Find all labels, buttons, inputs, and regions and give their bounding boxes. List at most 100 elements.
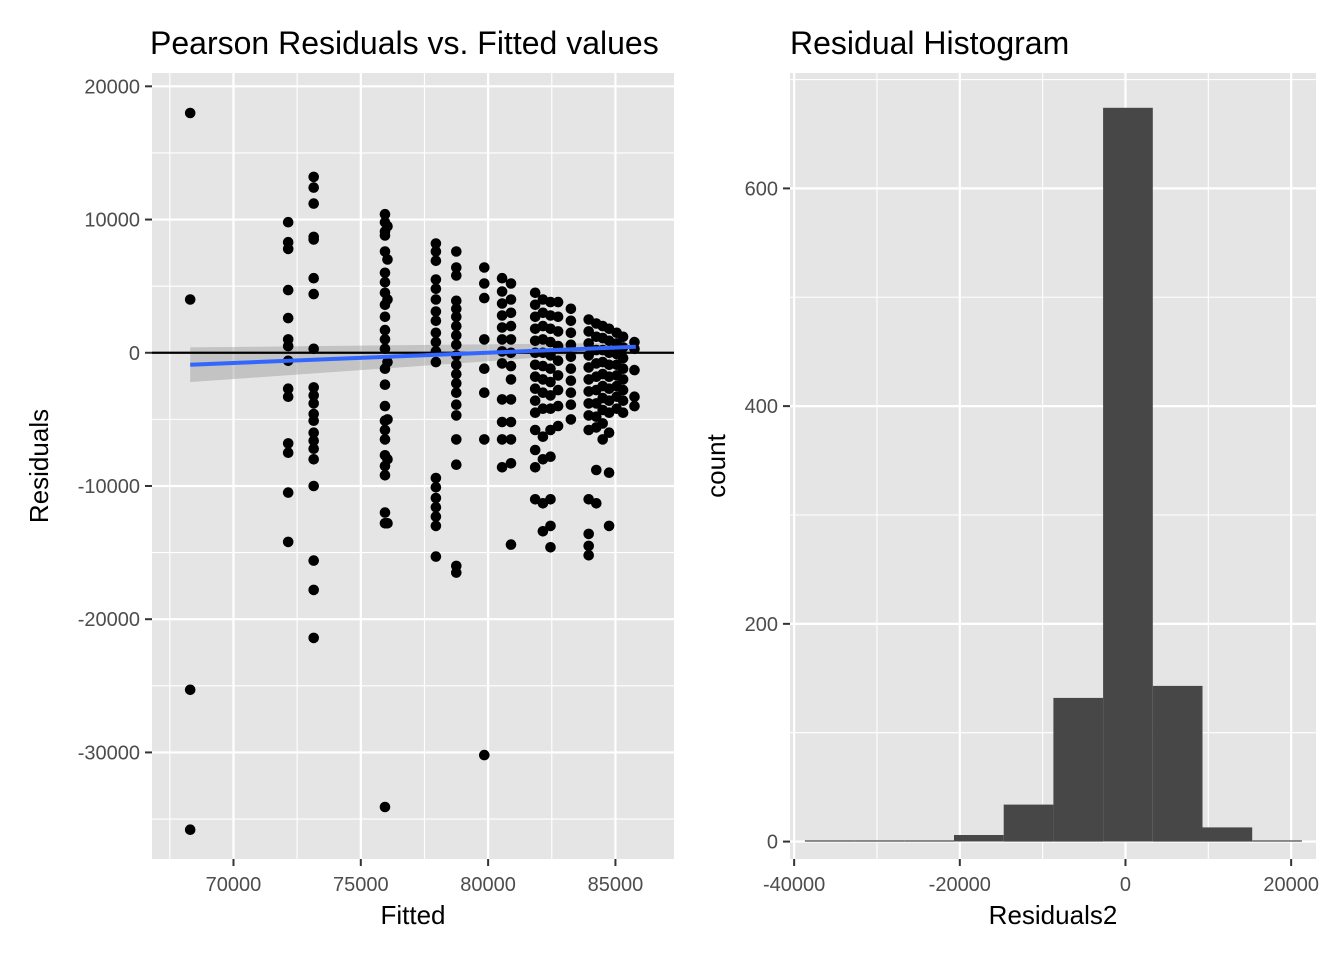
residual-point bbox=[282, 312, 294, 324]
residual-point bbox=[617, 374, 629, 385]
residual-point bbox=[496, 298, 508, 309]
residual-point bbox=[496, 272, 508, 284]
residual-point bbox=[451, 459, 462, 471]
x-tick-label: 75000 bbox=[333, 874, 389, 896]
residual-point bbox=[617, 363, 629, 375]
residual-point bbox=[565, 315, 577, 327]
residual-point bbox=[308, 171, 320, 183]
residual-point bbox=[565, 414, 577, 425]
residual-point bbox=[565, 327, 577, 339]
scatter-y-axis-title: Residuals bbox=[24, 409, 54, 523]
y-tick-label: 20000 bbox=[84, 76, 140, 98]
residual-point bbox=[451, 567, 462, 578]
histogram-bar bbox=[854, 840, 905, 842]
residual-point bbox=[479, 749, 490, 761]
residual-point bbox=[308, 234, 320, 245]
residual-point bbox=[451, 262, 462, 273]
residual-point bbox=[583, 540, 594, 552]
residual-point bbox=[505, 374, 517, 385]
residual-point bbox=[583, 550, 594, 561]
residual-point bbox=[308, 555, 320, 566]
residual-point bbox=[617, 395, 629, 407]
histogram-bar bbox=[1003, 804, 1054, 842]
residual-point bbox=[617, 331, 629, 343]
residual-point bbox=[379, 434, 391, 445]
histogram-x-axis-title: Residuals2 bbox=[989, 900, 1118, 930]
residual-point bbox=[496, 322, 508, 333]
x-tick-label: 0 bbox=[1120, 874, 1131, 896]
residual-point bbox=[430, 246, 442, 257]
residual-point bbox=[282, 447, 294, 459]
residual-point bbox=[591, 411, 602, 423]
residual-point bbox=[451, 330, 462, 341]
residual-point bbox=[597, 434, 608, 445]
residual-point bbox=[379, 230, 391, 241]
histogram-bar bbox=[904, 840, 954, 842]
residual-point bbox=[545, 390, 556, 401]
residual-point bbox=[282, 438, 294, 449]
residual-point bbox=[451, 434, 462, 445]
residual-point bbox=[505, 539, 517, 550]
x-tick-label: 85000 bbox=[588, 874, 644, 896]
residual-point bbox=[430, 492, 442, 504]
residual-point bbox=[430, 472, 442, 484]
residual-point bbox=[430, 315, 442, 327]
residual-point bbox=[603, 359, 615, 371]
y-tick-label: 0 bbox=[767, 832, 778, 854]
residual-point bbox=[529, 424, 541, 436]
residual-point bbox=[430, 482, 442, 493]
residual-point bbox=[505, 394, 517, 405]
residual-point bbox=[496, 334, 508, 345]
residual-point bbox=[583, 326, 594, 337]
residual-point bbox=[591, 464, 602, 476]
residual-point bbox=[430, 551, 442, 562]
residual-point bbox=[379, 379, 391, 391]
residual-point bbox=[308, 390, 320, 401]
scatter-x-axis-title: Fitted bbox=[380, 900, 445, 930]
residual-point bbox=[496, 434, 508, 445]
residual-point bbox=[545, 542, 556, 553]
residual-point bbox=[184, 684, 196, 696]
y-tick-label: -20000 bbox=[78, 609, 140, 631]
residual-point bbox=[379, 246, 391, 257]
residual-point bbox=[552, 420, 564, 432]
histogram-minor-grid bbox=[790, 73, 1316, 859]
residual-histogram-panel: Residual Histogram 0 200 400 600 -40000 -200… bbox=[701, 25, 1319, 930]
residual-point bbox=[430, 511, 442, 522]
residual-point bbox=[382, 356, 393, 368]
residual-point bbox=[603, 520, 615, 532]
residual-point bbox=[583, 338, 594, 349]
y-tick-label: -10000 bbox=[78, 476, 140, 498]
histogram-bar bbox=[1103, 107, 1153, 842]
residual-point bbox=[537, 431, 549, 443]
histogram-plot-background bbox=[790, 73, 1316, 859]
residual-point bbox=[451, 410, 462, 421]
residual-point bbox=[308, 435, 320, 447]
residual-point bbox=[565, 363, 577, 375]
residual-point bbox=[565, 375, 577, 387]
residual-point bbox=[565, 399, 577, 411]
residual-point bbox=[529, 444, 541, 456]
histogram-y-axis-title: count bbox=[701, 433, 731, 497]
residual-point bbox=[496, 358, 508, 369]
residual-point bbox=[382, 294, 393, 305]
scatter-x-axis-ticks: 70000 75000 80000 85000 bbox=[206, 859, 644, 896]
histogram-bar bbox=[1252, 840, 1302, 842]
residual-point bbox=[629, 391, 640, 403]
residual-point bbox=[479, 387, 490, 399]
residual-point bbox=[282, 536, 294, 548]
residual-point bbox=[451, 311, 462, 323]
residual-point bbox=[282, 284, 294, 296]
residual-point bbox=[505, 416, 517, 428]
x-tick-label: 20000 bbox=[1263, 874, 1319, 896]
residual-point bbox=[451, 339, 462, 351]
residual-point bbox=[545, 363, 556, 375]
residual-point bbox=[282, 383, 294, 395]
residual-point bbox=[479, 334, 490, 345]
residual-point bbox=[308, 272, 320, 284]
residual-point bbox=[430, 255, 442, 267]
residual-point bbox=[552, 311, 564, 323]
residual-point bbox=[505, 278, 517, 289]
residual-point bbox=[545, 494, 556, 505]
